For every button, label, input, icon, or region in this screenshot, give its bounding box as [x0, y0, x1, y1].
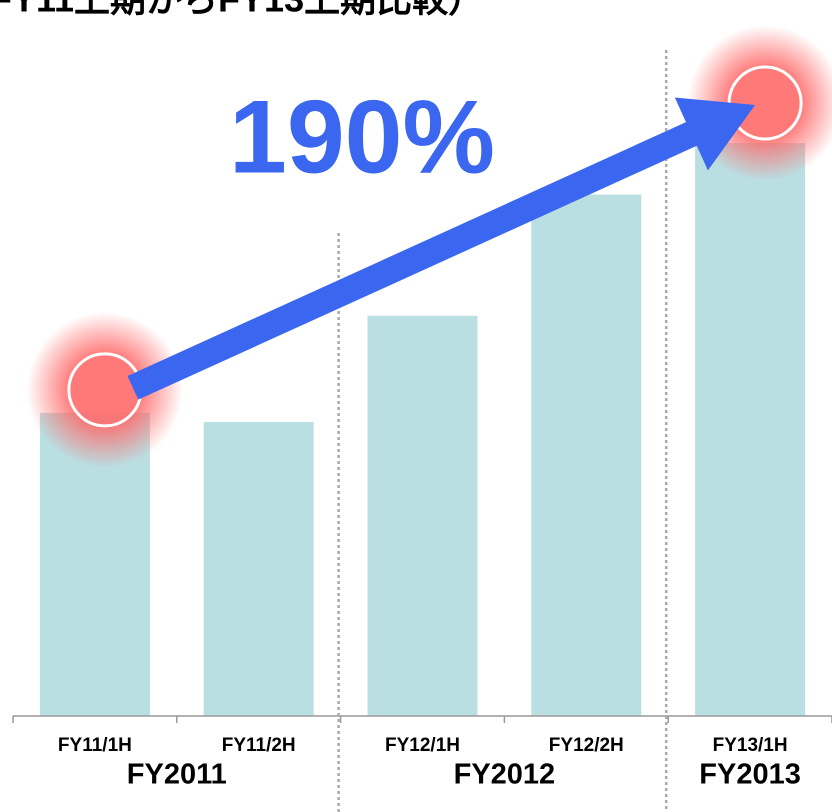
- bar: [695, 143, 806, 716]
- group-label: FY2011: [127, 759, 227, 791]
- group-label: FY2013: [699, 759, 801, 791]
- x-tick-label: FY12/2H: [549, 735, 624, 756]
- x-tick-label: FY11/2H: [222, 735, 296, 756]
- growth-arrow: [127, 97, 756, 400]
- annotation: 190%: [229, 79, 495, 195]
- group-label: FY2012: [454, 759, 556, 791]
- bar: [531, 194, 642, 717]
- x-tick-label: FY12/1H: [385, 735, 460, 756]
- highlight-glow: [26, 311, 183, 468]
- chart-title: FY11上期からFY13上期比較）: [0, 0, 484, 20]
- bar: [203, 421, 314, 716]
- bar: [367, 315, 478, 716]
- x-tick-label: FY13/1H: [713, 735, 788, 756]
- x-tick-label: FY11/1H: [58, 735, 132, 756]
